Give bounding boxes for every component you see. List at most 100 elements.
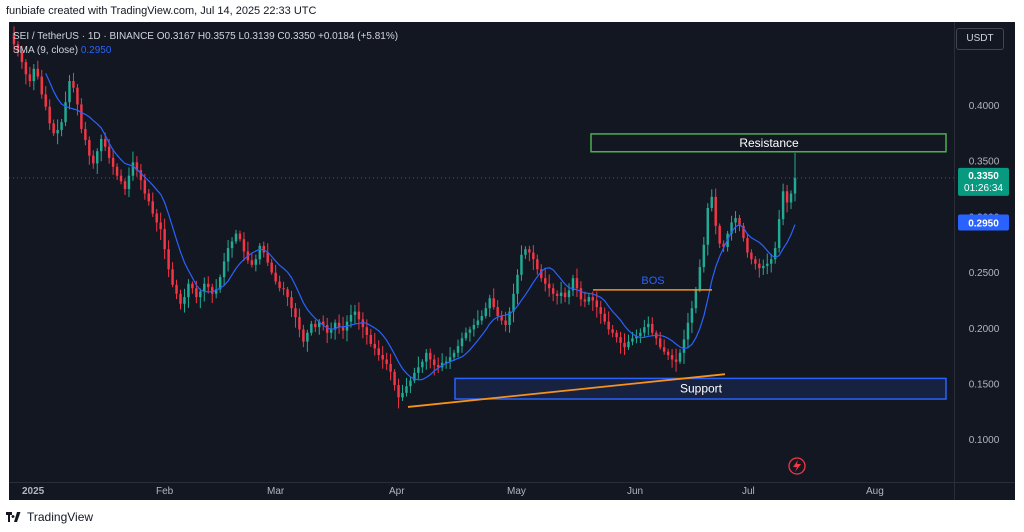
candle-body [710, 196, 713, 209]
candle-body [99, 138, 103, 152]
candle-body [789, 193, 793, 203]
candle-body [746, 238, 749, 253]
candle-body [373, 343, 376, 349]
candle-body [175, 284, 178, 294]
x-tick-label: Apr [389, 486, 405, 497]
candle-body [302, 329, 305, 342]
candle-body [119, 175, 123, 182]
candle-body [123, 181, 127, 190]
candle-body [321, 321, 325, 325]
candle-body [448, 357, 452, 362]
candle-body [44, 94, 47, 107]
candle-body [48, 106, 51, 124]
candle-body [417, 367, 420, 373]
last-price-tag [958, 167, 1009, 196]
candle-body [460, 338, 464, 347]
candle-body [238, 233, 242, 240]
candle-body [282, 288, 285, 290]
candle-body [413, 372, 416, 381]
candle-body [480, 316, 484, 321]
candle-body [274, 272, 277, 282]
candle-body [143, 180, 147, 194]
candle-body [80, 104, 83, 129]
candle-body [544, 278, 547, 284]
candle-body [738, 218, 741, 226]
candle-body [433, 359, 436, 366]
candle-body [72, 81, 75, 88]
price-chart[interactable]: 0.40000.35000.30000.25000.20000.15000.10… [9, 22, 1015, 500]
candle-body [793, 177, 797, 194]
candle-body [551, 288, 555, 294]
y-tick-label: 0.1500 [969, 379, 1000, 390]
candle-body [456, 346, 460, 353]
candle-body [583, 299, 587, 302]
candle-body [536, 259, 539, 270]
candle-body [500, 316, 503, 321]
candle-body [171, 269, 174, 285]
candle-body [785, 191, 789, 203]
y-tick-label: 0.4000 [969, 101, 1000, 112]
candle-body [393, 371, 396, 386]
candle-body [444, 361, 448, 363]
x-tick-label: 2025 [22, 486, 45, 497]
candle-body [762, 265, 765, 269]
candle-body [349, 314, 353, 322]
support-zone[interactable] [454, 377, 947, 400]
candle-body [567, 290, 571, 298]
candle-body [298, 317, 301, 330]
candle-body [639, 332, 642, 337]
candle-body [250, 260, 254, 265]
sma-price-tag [958, 214, 1009, 231]
candle-body [353, 311, 357, 315]
candle-body [777, 219, 781, 249]
chart-panel[interactable]: 0.40000.35000.30000.25000.20000.15000.10… [9, 22, 1015, 500]
candle-body [734, 218, 737, 223]
candle-body [28, 74, 32, 82]
candle-body [468, 329, 472, 333]
candle-body [615, 332, 618, 338]
candle-body [167, 249, 170, 270]
y-tick-label: 0.2000 [969, 324, 1000, 335]
candle-body [591, 297, 595, 301]
candle-body [151, 201, 154, 214]
ohlc-values: O0.3167 H0.3575 L0.3139 C0.3350 +0.0184 … [156, 31, 399, 42]
symbol-label[interactable]: SEI / TetherUS · 1D · BINANCE [13, 31, 154, 42]
resistance-zone[interactable] [590, 133, 947, 153]
candle-body [226, 248, 230, 262]
last-price-value: 0.3350 [968, 171, 999, 182]
candle-body [397, 385, 400, 398]
support-trendline[interactable] [407, 373, 726, 408]
candle-body [559, 292, 563, 296]
candle-body [686, 322, 690, 340]
candle-body [690, 308, 694, 323]
candle-body [36, 68, 40, 77]
candle-body [131, 162, 135, 176]
lightning-icon[interactable] [788, 457, 806, 475]
candle-body [203, 283, 206, 292]
candle-body [40, 76, 43, 95]
candle-body [658, 338, 662, 348]
candle-body [107, 146, 111, 158]
currency-button[interactable]: USDT [956, 28, 1004, 50]
candle-body [115, 166, 119, 176]
candle-body [643, 327, 646, 333]
candle-body [579, 288, 583, 300]
candle-body [218, 277, 222, 290]
candle-body [290, 297, 293, 309]
candle-body [595, 300, 599, 308]
candle-body [381, 355, 384, 360]
candle-body [187, 283, 190, 298]
candle-body [127, 175, 131, 190]
candle-body [409, 380, 412, 387]
candle-body [666, 351, 670, 356]
sma-label[interactable]: SMA (9, close) [13, 45, 79, 56]
candle-body [329, 329, 333, 333]
candle-body [377, 348, 380, 356]
y-tick-label: 0.2500 [969, 268, 1000, 279]
candle-body [627, 341, 630, 348]
candle-body [623, 342, 626, 348]
candle-body [12, 33, 16, 45]
candle-body [670, 355, 674, 360]
candle-body [694, 289, 698, 309]
candle-body [547, 283, 551, 289]
